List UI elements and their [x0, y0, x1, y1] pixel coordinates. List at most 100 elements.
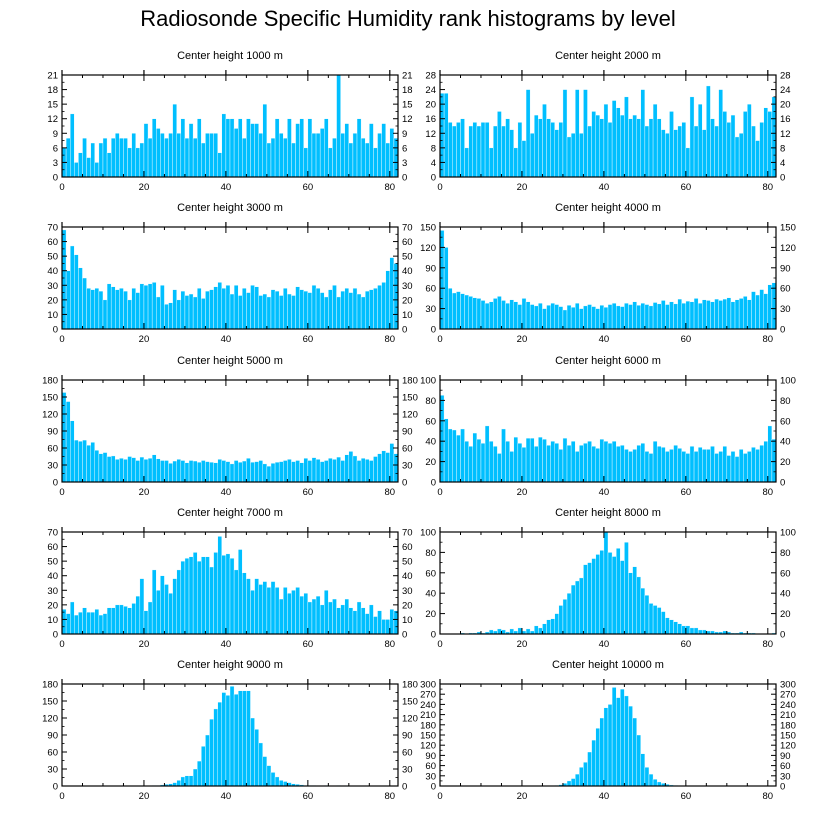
bar [620, 445, 625, 483]
bar [102, 299, 108, 330]
bar [648, 118, 654, 178]
bar [681, 302, 687, 330]
bar [168, 302, 173, 330]
bar [250, 590, 255, 635]
y-tick-label-right: 0 [402, 782, 407, 793]
bar [299, 118, 304, 178]
bar [78, 611, 83, 635]
bar [156, 458, 161, 483]
bar [110, 455, 116, 483]
bar [188, 293, 194, 330]
bar [135, 595, 141, 635]
y-tick-label: 0 [431, 478, 436, 489]
bar [192, 552, 198, 635]
bar [86, 288, 91, 330]
bar [538, 627, 543, 635]
bar [139, 578, 145, 635]
bar [493, 446, 498, 483]
bar [689, 301, 695, 330]
bar [311, 285, 317, 330]
bar [554, 613, 560, 635]
bar [505, 118, 510, 178]
bar [509, 451, 514, 483]
bar [685, 300, 691, 330]
y-tick-label: 20 [425, 609, 436, 620]
bar [332, 598, 337, 635]
bar [205, 556, 210, 635]
x-tick-label: 20 [517, 639, 528, 650]
bar [274, 461, 280, 483]
bar [501, 300, 506, 330]
bar [726, 122, 732, 178]
bar [369, 460, 374, 483]
bar [360, 458, 366, 483]
bar [147, 137, 153, 178]
bar [513, 436, 519, 483]
bar [583, 762, 588, 787]
bar [681, 122, 687, 178]
bar [229, 293, 235, 330]
bar [102, 137, 108, 178]
y-tick-label-right: 40 [780, 437, 791, 448]
bar [624, 542, 629, 635]
bar [221, 460, 227, 483]
bar [677, 125, 682, 178]
y-tick-label-right: 270 [780, 690, 796, 701]
bar [254, 123, 259, 178]
bar [534, 305, 539, 330]
bar [595, 448, 601, 483]
bar [242, 460, 247, 483]
bar [250, 285, 255, 330]
bar [497, 111, 502, 178]
y-tick-label-right: 21 [402, 71, 413, 82]
y-tick-label-right: 70 [402, 528, 413, 539]
bar [254, 729, 259, 787]
bar [685, 147, 691, 178]
bar [636, 734, 641, 787]
bar [747, 103, 752, 178]
bar [669, 619, 674, 635]
bar [381, 282, 386, 330]
bar [365, 142, 370, 178]
bar [180, 776, 186, 787]
bar [587, 751, 592, 787]
x-tick-label: 60 [681, 334, 692, 345]
bar [464, 441, 469, 483]
bar [356, 601, 362, 635]
bar [340, 460, 345, 483]
bar [652, 302, 658, 330]
bar [254, 286, 259, 330]
bar [669, 301, 674, 330]
bar [299, 462, 304, 483]
bar [755, 140, 760, 178]
y-tick-label-right: 0 [402, 325, 407, 336]
bar [517, 122, 523, 178]
bar [82, 277, 87, 330]
bar [209, 718, 214, 787]
bar [319, 604, 325, 635]
panel-title: Center height 4000 m [555, 202, 661, 214]
bar [274, 587, 280, 635]
x-tick-label: 80 [385, 334, 396, 345]
y-tick-label: 300 [420, 680, 436, 691]
y-tick-label-right: 120 [780, 741, 796, 752]
bar [287, 459, 292, 483]
bar [517, 627, 523, 635]
bar [254, 578, 259, 635]
bar [352, 455, 358, 483]
bar [583, 305, 588, 330]
bar [266, 587, 272, 635]
bar [726, 455, 732, 483]
x-tick-label: 0 [59, 182, 64, 193]
bar [205, 734, 210, 787]
bar [771, 438, 777, 483]
bar [119, 458, 124, 483]
bar [632, 449, 637, 483]
x-tick-label: 0 [437, 487, 442, 498]
bar [575, 302, 580, 330]
bar [677, 298, 682, 330]
bar [254, 461, 259, 483]
bar [303, 147, 309, 178]
